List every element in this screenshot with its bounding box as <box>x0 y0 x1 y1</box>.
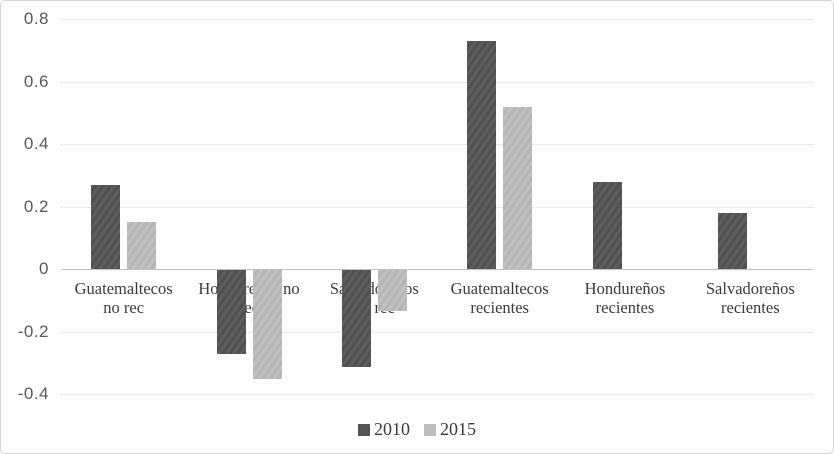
bar-2015 <box>377 270 407 311</box>
bar-2010 <box>467 40 497 269</box>
gridline <box>61 19 813 20</box>
bar-2010 <box>592 181 622 269</box>
y-tick-label: -0.4 <box>17 384 49 403</box>
bar-2010 <box>216 270 246 355</box>
legend-item-2015: 2015 <box>424 419 476 440</box>
legend-label: 2015 <box>440 419 476 439</box>
x-category-label: Guatemaltecos recientes <box>450 279 549 317</box>
y-tick-label: 0.4 <box>23 134 49 153</box>
legend-item-2010: 2010 <box>358 419 410 440</box>
y-tick-label: 0.2 <box>23 196 49 216</box>
bar-2015 <box>252 270 282 380</box>
gridline <box>61 144 813 145</box>
gridline <box>61 81 813 83</box>
y-tick-label: 0 <box>39 259 49 278</box>
legend: 2010 2015 <box>358 419 476 440</box>
bar-2010 <box>717 212 747 269</box>
x-axis-zero-line <box>61 269 813 270</box>
x-category-label: Salvadoreños recientes <box>705 279 795 317</box>
gridline <box>61 206 813 208</box>
gridline <box>61 394 813 395</box>
legend-swatch-icon <box>424 423 436 436</box>
y-tick-label: 0.8 <box>23 9 49 28</box>
bar-2010 <box>91 184 121 269</box>
bar-2015 <box>503 106 533 269</box>
legend-label: 2010 <box>374 419 410 439</box>
bar-2010 <box>341 270 371 367</box>
x-category-label: Salvadoreños no rec <box>329 279 419 317</box>
y-tick-label: 0.6 <box>23 71 49 91</box>
x-category-label: Hondureños recientes <box>584 279 666 317</box>
x-category-label: Guatemaltecos no rec <box>74 279 173 317</box>
x-category-label: Hondureños no rec <box>198 279 300 317</box>
legend-swatch-icon <box>358 423 370 436</box>
y-tick-label: -0.2 <box>17 321 49 341</box>
bar-2015 <box>127 222 157 269</box>
gridline <box>61 331 813 333</box>
